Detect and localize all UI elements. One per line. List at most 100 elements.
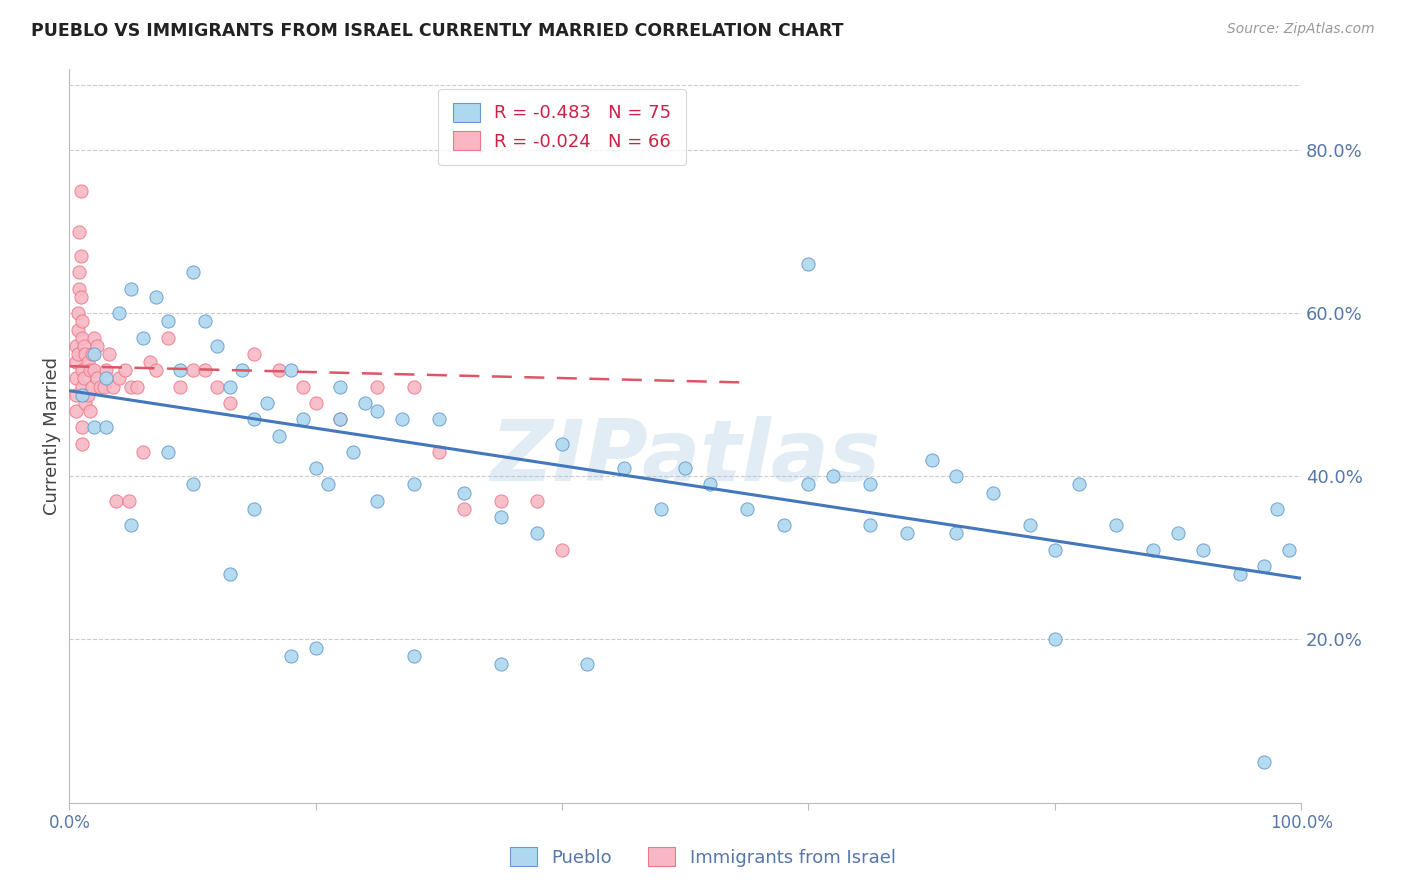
Point <box>145 290 167 304</box>
Point <box>243 347 266 361</box>
Point <box>391 412 413 426</box>
Point <box>114 363 136 377</box>
Point <box>79 404 101 418</box>
Point <box>77 388 100 402</box>
Point <box>194 314 217 328</box>
Point <box>156 445 179 459</box>
Point <box>132 331 155 345</box>
Point <box>489 493 512 508</box>
Point <box>1265 502 1288 516</box>
Point <box>65 355 87 369</box>
Point <box>267 428 290 442</box>
Point <box>181 363 204 377</box>
Point <box>70 331 93 345</box>
Legend: R = -0.483   N = 75, R = -0.024   N = 66: R = -0.483 N = 75, R = -0.024 N = 66 <box>439 88 686 165</box>
Point <box>551 436 574 450</box>
Point <box>699 477 721 491</box>
Point <box>1229 567 1251 582</box>
Point <box>86 371 108 385</box>
Point <box>86 339 108 353</box>
Point <box>73 339 96 353</box>
Point <box>921 453 943 467</box>
Point <box>453 485 475 500</box>
Point <box>101 379 124 393</box>
Point <box>1142 542 1164 557</box>
Point <box>218 567 240 582</box>
Point <box>156 331 179 345</box>
Point <box>280 648 302 663</box>
Point <box>67 282 90 296</box>
Point <box>65 371 87 385</box>
Point <box>526 493 548 508</box>
Point <box>329 412 352 426</box>
Point <box>404 379 426 393</box>
Point <box>489 657 512 671</box>
Point <box>427 412 450 426</box>
Point <box>673 461 696 475</box>
Point <box>1069 477 1091 491</box>
Point <box>280 363 302 377</box>
Point <box>823 469 845 483</box>
Point <box>1253 559 1275 574</box>
Point <box>342 445 364 459</box>
Point <box>69 290 91 304</box>
Point <box>859 518 882 533</box>
Point <box>70 420 93 434</box>
Point <box>120 379 142 393</box>
Point <box>65 339 87 353</box>
Point <box>120 282 142 296</box>
Point <box>67 225 90 239</box>
Point <box>613 461 636 475</box>
Point <box>329 412 352 426</box>
Point <box>96 420 118 434</box>
Point <box>896 526 918 541</box>
Point <box>67 347 90 361</box>
Point <box>797 257 820 271</box>
Point <box>329 379 352 393</box>
Point <box>305 461 328 475</box>
Y-axis label: Currently Married: Currently Married <box>44 357 60 515</box>
Point <box>427 445 450 459</box>
Point <box>75 396 97 410</box>
Point <box>404 648 426 663</box>
Point <box>96 363 118 377</box>
Point <box>489 510 512 524</box>
Point <box>1167 526 1189 541</box>
Point <box>194 363 217 377</box>
Point <box>107 306 129 320</box>
Point <box>945 526 967 541</box>
Point <box>256 396 278 410</box>
Point <box>169 379 191 393</box>
Point <box>156 314 179 328</box>
Point <box>1043 542 1066 557</box>
Point <box>65 404 87 418</box>
Point <box>120 518 142 533</box>
Point <box>404 477 426 491</box>
Point <box>117 493 139 508</box>
Point <box>138 355 160 369</box>
Point <box>67 322 90 336</box>
Point <box>83 347 105 361</box>
Point <box>292 379 315 393</box>
Point <box>1105 518 1128 533</box>
Point <box>97 347 120 361</box>
Point <box>1253 755 1275 769</box>
Point <box>169 363 191 377</box>
Point <box>981 485 1004 500</box>
Point <box>80 347 103 361</box>
Point <box>70 379 93 393</box>
Point <box>93 379 115 393</box>
Point <box>945 469 967 483</box>
Point <box>243 412 266 426</box>
Point <box>77 355 100 369</box>
Point <box>83 363 105 377</box>
Point <box>69 184 91 198</box>
Point <box>243 502 266 516</box>
Point <box>69 249 91 263</box>
Point <box>354 396 377 410</box>
Point <box>132 445 155 459</box>
Point <box>70 388 93 402</box>
Point <box>67 306 90 320</box>
Point <box>70 363 93 377</box>
Point <box>218 379 240 393</box>
